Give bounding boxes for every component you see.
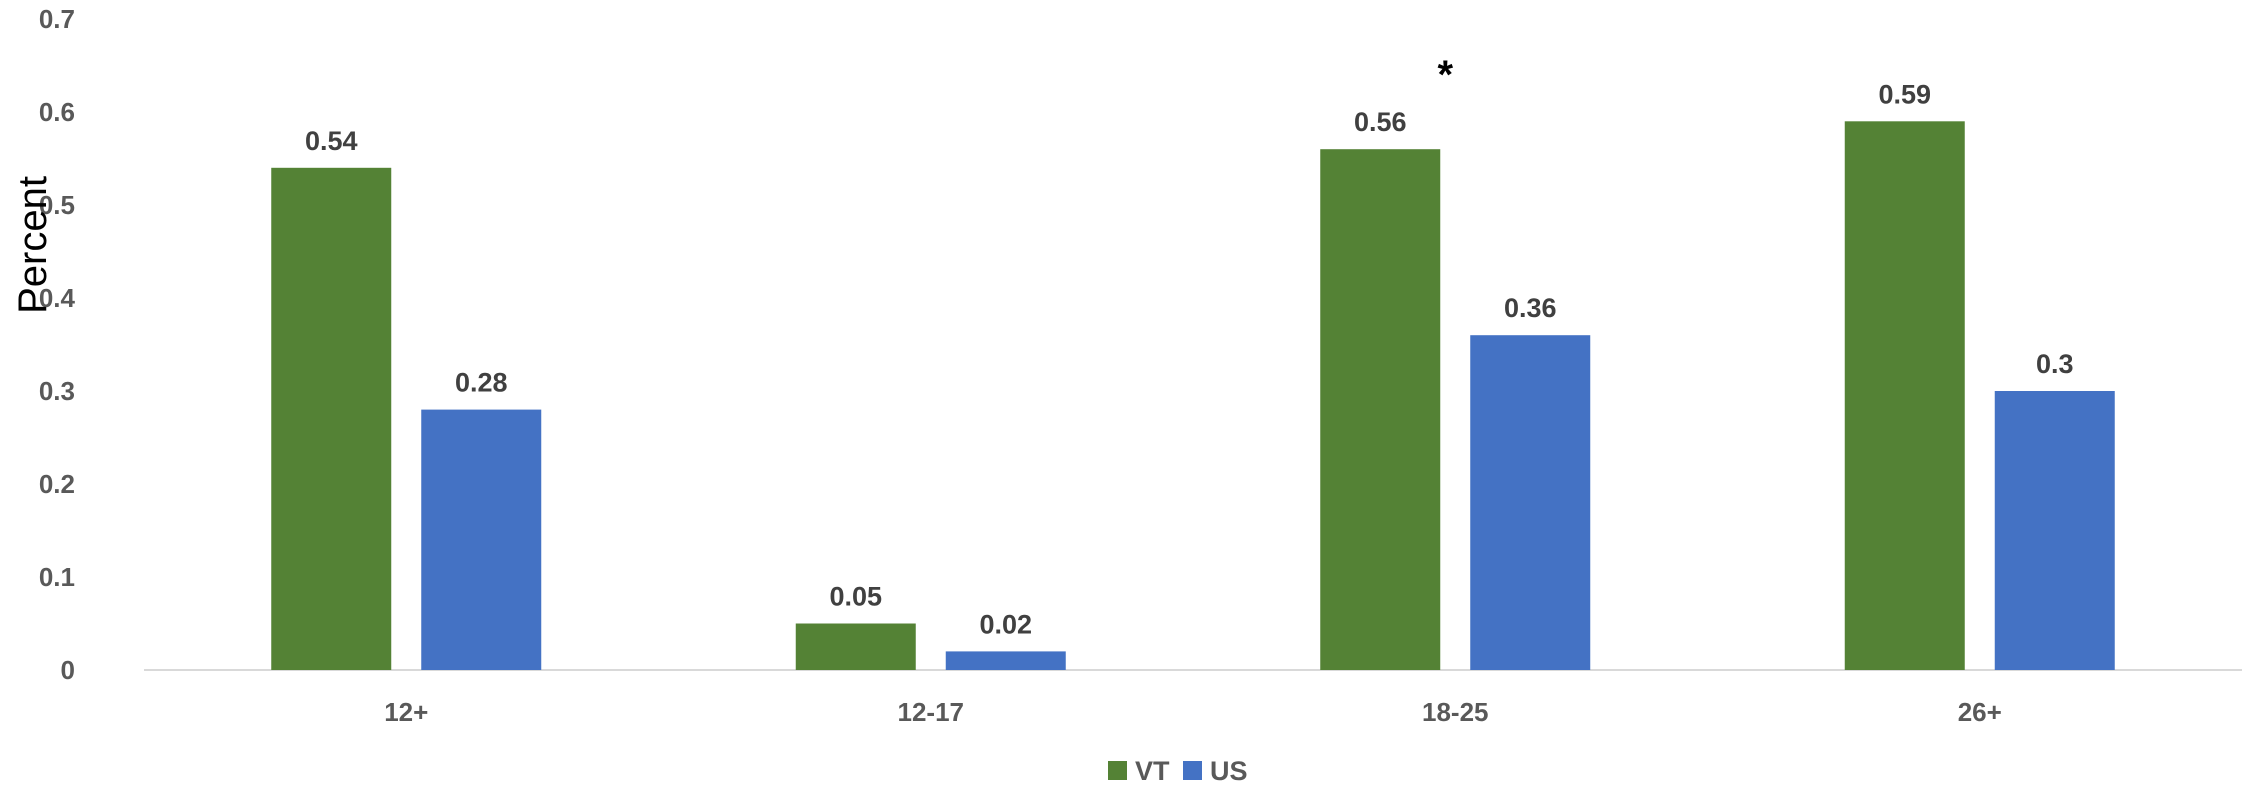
data-label: 0.54 xyxy=(305,126,358,156)
data-label: 0.3 xyxy=(2036,349,2074,379)
legend-label-vt: VT xyxy=(1135,756,1170,784)
legend-label-us: US xyxy=(1210,756,1248,784)
bar-vt xyxy=(795,623,916,670)
data-label: 0.59 xyxy=(1878,79,1931,109)
data-label: 0.56 xyxy=(1354,107,1407,137)
annotations: * xyxy=(1437,53,1453,97)
bar-vt xyxy=(1844,121,1965,671)
x-axis-ticks: 12+ 12-17 18-25 26+ xyxy=(384,697,2002,727)
x-tick-label: 18-25 xyxy=(1422,697,1489,727)
bar-us xyxy=(1470,335,1591,670)
y-tick-label: 0 xyxy=(61,655,75,685)
legend-swatch-us xyxy=(1183,761,1202,780)
data-label: 0.05 xyxy=(829,582,882,612)
legend-swatch-vt xyxy=(1108,761,1127,780)
y-tick-label: 0.7 xyxy=(39,4,75,34)
x-tick-label: 12+ xyxy=(384,697,428,727)
legend: VT US xyxy=(1108,756,1248,786)
bar-vt xyxy=(1320,149,1441,670)
data-labels: 0.54 0.28 0.05 0.02 0.56 0.36 0.59 0.3 xyxy=(305,79,2074,639)
data-label: 0.36 xyxy=(1504,293,1557,323)
y-tick-label: 0.6 xyxy=(39,97,75,127)
bar-us xyxy=(421,409,542,670)
bars xyxy=(271,121,2115,671)
y-axis-ticks: 0 0.1 0.2 0.3 0.4 0.5 0.6 0.7 xyxy=(39,4,76,685)
y-axis-title: Percent xyxy=(11,176,55,314)
bar-vt xyxy=(271,167,392,671)
significance-annotation: * xyxy=(1437,53,1453,97)
bar-us xyxy=(1994,391,2115,670)
y-tick-label: 0.5 xyxy=(39,190,75,220)
y-tick-label: 0.4 xyxy=(39,283,76,313)
y-tick-label: 0.1 xyxy=(39,562,75,592)
bar-us xyxy=(945,651,1066,670)
x-tick-label: 12-17 xyxy=(898,697,965,727)
y-tick-label: 0.3 xyxy=(39,376,75,406)
data-label: 0.28 xyxy=(455,368,508,398)
y-tick-label: 0.2 xyxy=(39,469,75,499)
x-tick-label: 26+ xyxy=(1958,697,2002,727)
data-label: 0.02 xyxy=(979,609,1032,639)
